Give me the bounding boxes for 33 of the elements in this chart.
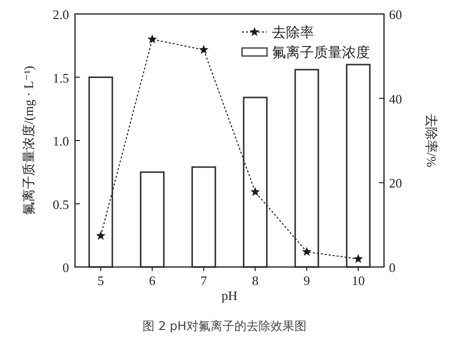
y-tick-label: 0.5 — [52, 196, 69, 212]
y-axis-title: 氟离子质量浓度/(mg · L⁻¹) — [21, 66, 36, 216]
x-tick-label: 5 — [98, 273, 104, 288]
y-tick-label: 1.5 — [52, 70, 69, 86]
y2-tick-label: 20 — [389, 176, 402, 191]
bar — [88, 76, 114, 268]
point — [353, 254, 364, 264]
y2-axis-title: 去除率/% — [424, 114, 439, 168]
x-tick-label: 6 — [149, 273, 156, 288]
point — [96, 230, 106, 240]
x-tick-label: 8 — [252, 273, 258, 288]
caption: 图 2 pH对氟离子的去除效果图 — [142, 319, 306, 333]
point — [302, 246, 312, 256]
bar — [294, 68, 320, 268]
bar — [140, 171, 165, 268]
bar — [346, 64, 371, 268]
y-tick-label: 0 — [62, 260, 69, 275]
y-tick-label: 1.0 — [52, 134, 69, 148]
point — [198, 44, 209, 54]
y2-tick-label: 40 — [389, 91, 402, 106]
y-tick-label: 2.0 — [52, 7, 69, 22]
bar — [242, 96, 268, 268]
point — [250, 186, 260, 196]
y2-tick-label: 60 — [389, 7, 402, 22]
x-tick-label: 7 — [200, 273, 208, 288]
bar — [191, 166, 216, 268]
y2-tick-label: 0 — [389, 260, 396, 275]
x-tick-label: 10 — [352, 273, 365, 288]
x-axis-title: pH — [222, 288, 238, 303]
legend-label: 氟离子质量浓度 — [272, 45, 370, 61]
legend-label: 去除率 — [272, 25, 314, 41]
x-tick-label: 9 — [304, 273, 310, 288]
point — [147, 34, 158, 44]
